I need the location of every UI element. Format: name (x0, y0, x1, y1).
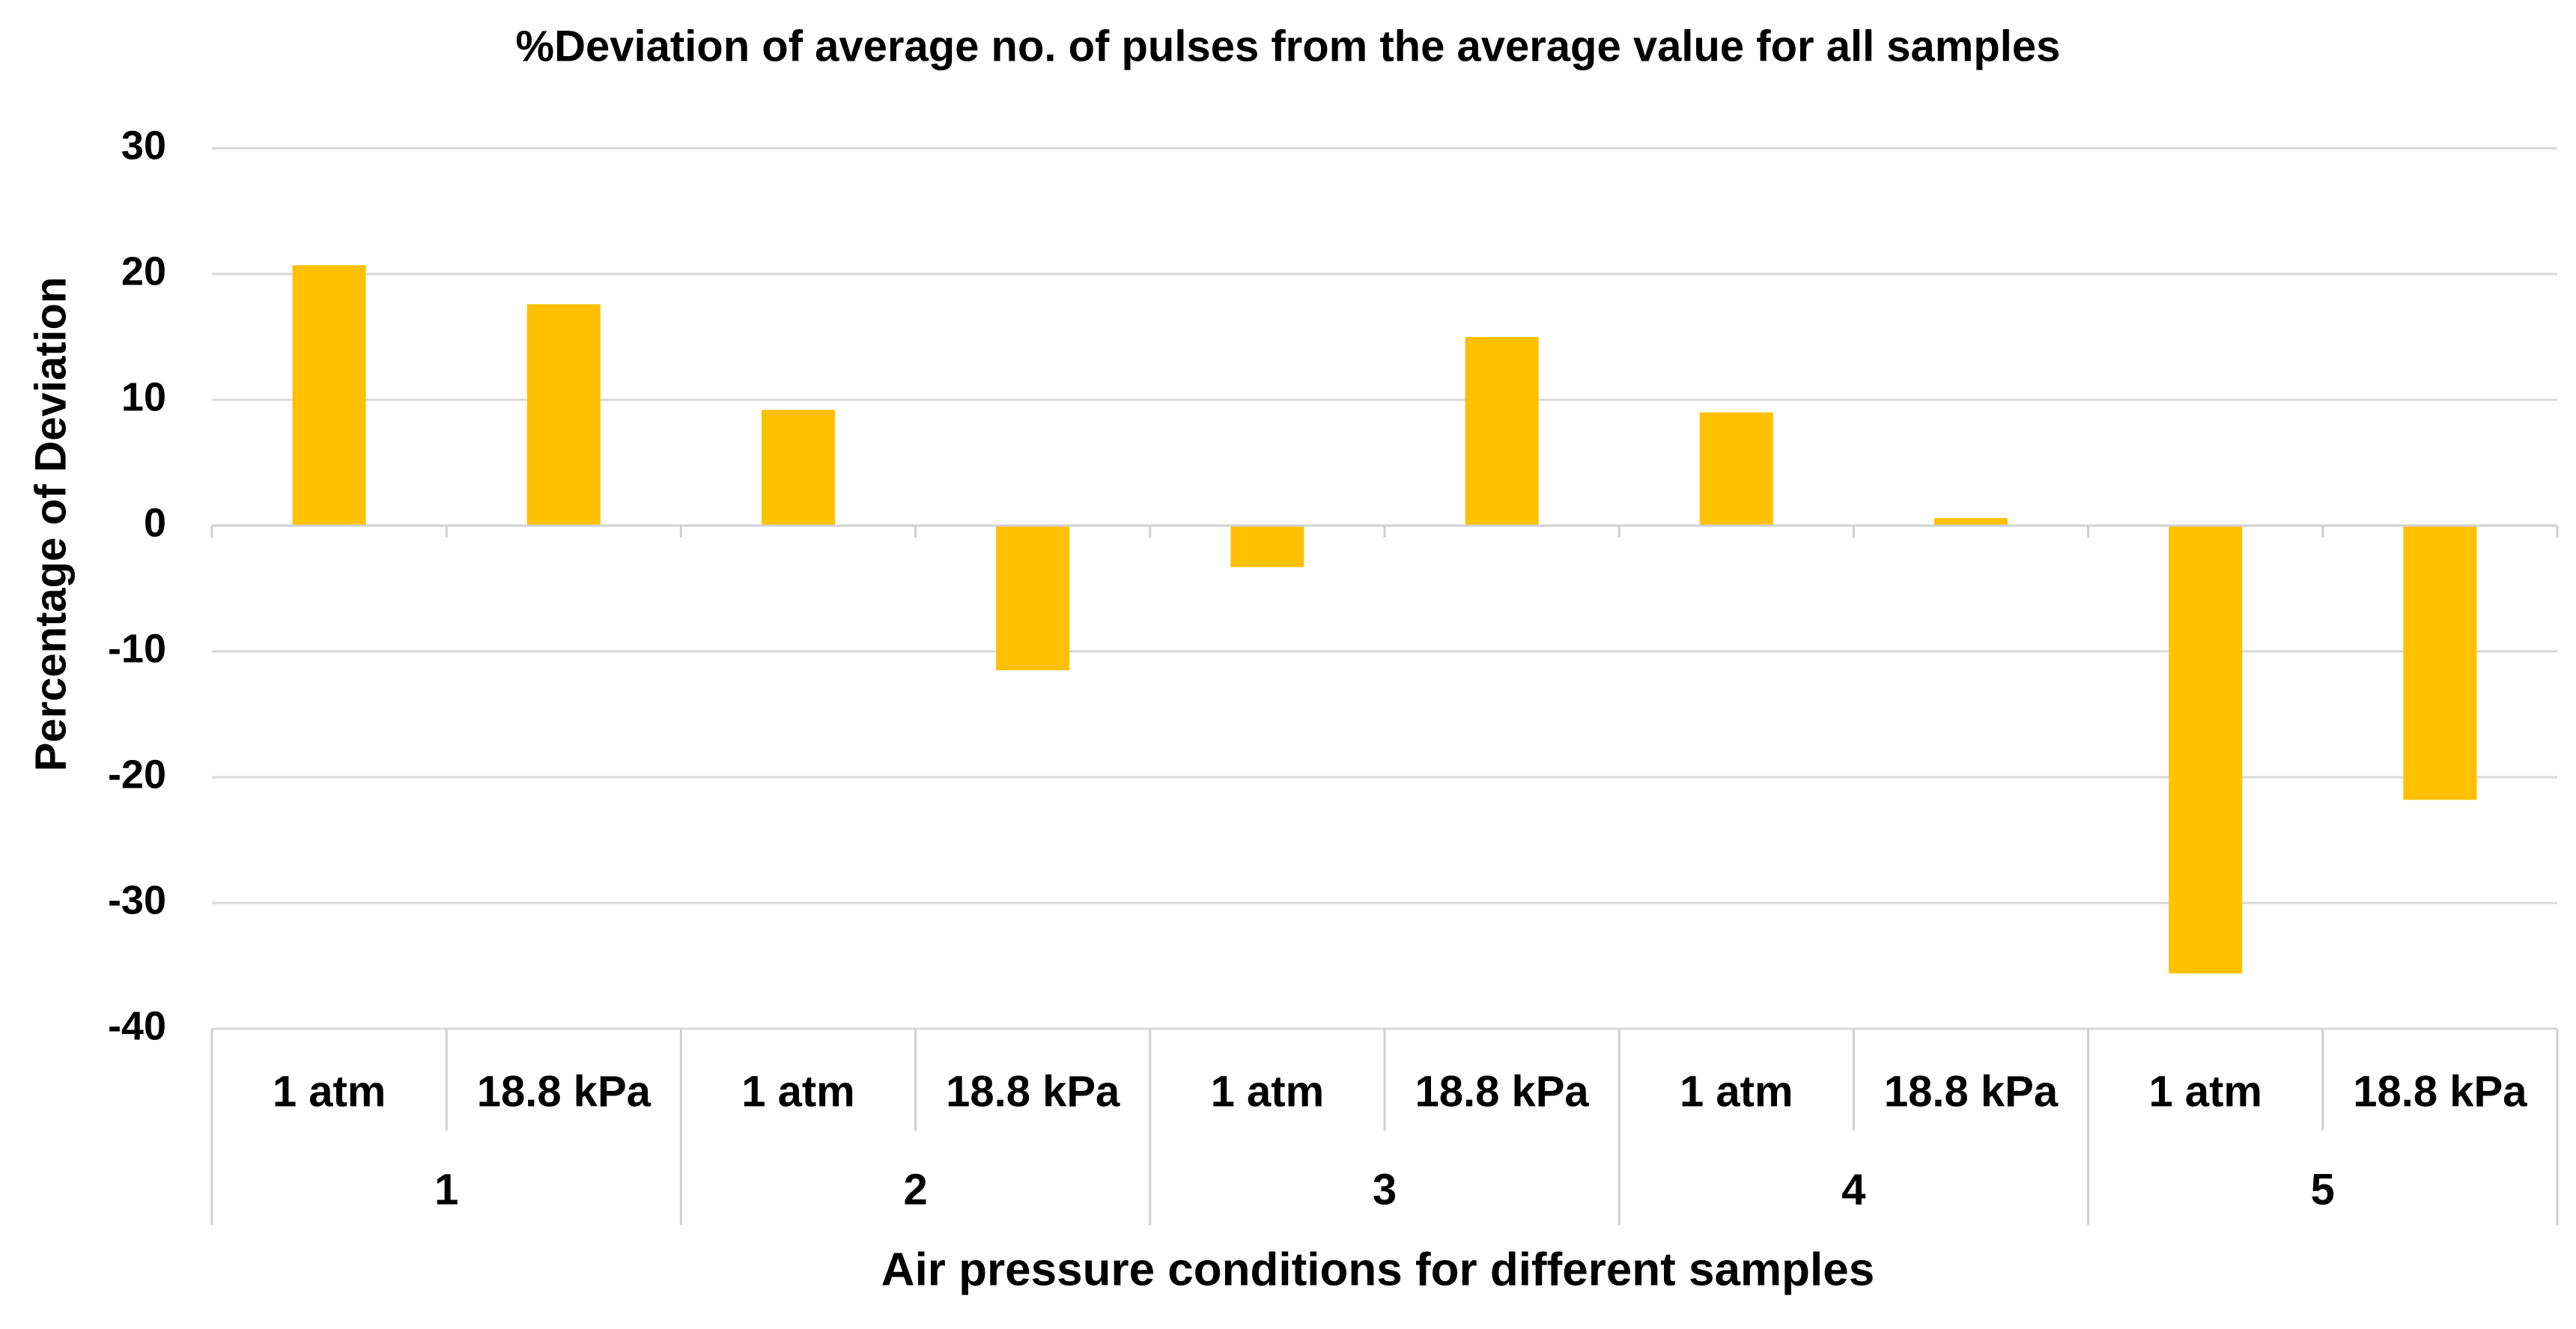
bar-group-5-18-8-kpa (2403, 526, 2477, 800)
x-category-label: 18.8 kPa (946, 1067, 1120, 1116)
y-tick-label: -20 (108, 752, 166, 797)
y-tick-label: -10 (108, 626, 166, 671)
y-tick-label: -30 (108, 878, 166, 922)
x-group-label: 3 (1373, 1165, 1397, 1214)
x-category-label: 18.8 kPa (1884, 1067, 2059, 1116)
bar-group-1-1-atm (292, 265, 366, 526)
y-axis-ticks: 30 20 10 0 -10 -20 -30 -40 (108, 123, 166, 1048)
x-group-label: 2 (903, 1165, 927, 1214)
x-category-label: 1 atm (1211, 1067, 1325, 1116)
y-axis-label: Percentage of Deviation (26, 277, 75, 772)
bar-group-4-18-8-kpa (1934, 517, 2008, 526)
bar-group-1-18-8-kpa (526, 304, 601, 526)
bar-group-3-1-atm (1230, 526, 1304, 568)
y-tick-label: 10 (121, 374, 166, 419)
bar-group-4-1-atm (1699, 412, 1773, 526)
x-category-label: 1 atm (741, 1067, 855, 1116)
x-category-label: 18.8 kPa (2353, 1067, 2527, 1116)
gridlines (212, 147, 2557, 1030)
bar-group-2-18-8-kpa (996, 526, 1070, 671)
x-axis-label: Air pressure conditions for different sa… (881, 1244, 1874, 1295)
bar-group-3-18-8-kpa (1465, 337, 1539, 526)
x-category-label: 18.8 kPa (477, 1067, 651, 1116)
y-tick-label: 0 (144, 500, 166, 545)
x-category-label: 18.8 kPa (1415, 1067, 1589, 1116)
y-tick-label: -40 (108, 1003, 166, 1048)
x-category-label: 1 atm (1680, 1067, 1793, 1116)
y-tick-label: 20 (121, 249, 166, 294)
bar-group-2-1-atm (762, 410, 835, 526)
x-category-label: 1 atm (2148, 1067, 2262, 1116)
chart-title: %Deviation of average no. of pulses from… (516, 22, 2061, 70)
bars (292, 265, 2477, 974)
bar-group-5-1-atm (2169, 526, 2243, 974)
x-group-label: 5 (2311, 1165, 2335, 1214)
x-axis: 1 atm 18.8 kPa 1 atm 18.8 kPa 1 atm 18.8 kPa 1… (210, 524, 2559, 1225)
y-tick-label: 30 (121, 123, 166, 168)
x-group-label: 1 (434, 1165, 458, 1214)
x-group-label: 4 (1841, 1165, 1865, 1214)
x-category-label: 1 atm (273, 1067, 386, 1116)
